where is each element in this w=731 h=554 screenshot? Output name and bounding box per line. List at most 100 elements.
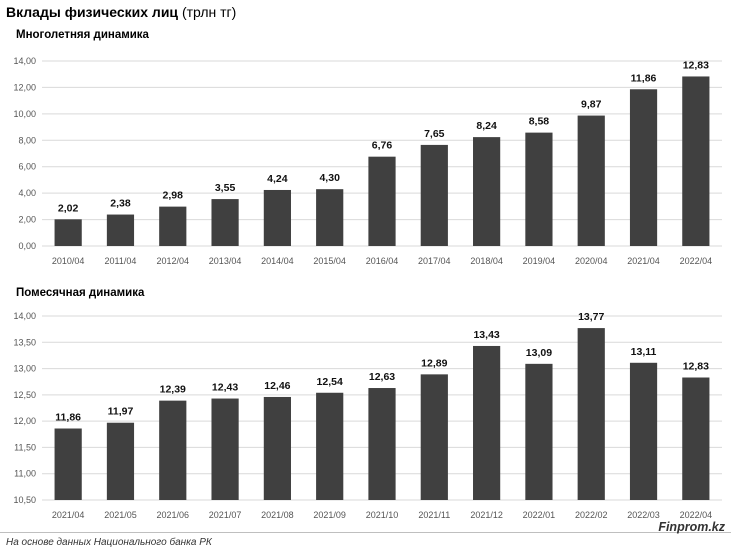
x-tick-label: 2017/04 [418,256,451,266]
data-label: 12,63 [369,371,395,383]
bar [159,400,187,500]
bar [106,422,135,500]
bar [54,428,82,500]
subtitle-long-term: Многолетняя динамика [16,29,149,41]
data-label: 2,38 [110,198,131,210]
data-label: 8,58 [529,116,550,128]
y-tick-label: 0,00 [18,241,36,251]
data-label: 12,43 [212,382,238,394]
data-label: 2,98 [163,190,184,202]
x-tick-label: 2021/05 [104,510,137,520]
bar [211,398,239,500]
y-tick-label: 13,00 [13,364,36,374]
bar [316,189,344,246]
bar [420,144,448,246]
data-label: 12,83 [683,361,709,373]
data-label: 12,39 [160,384,186,396]
y-tick-label: 8,00 [18,135,36,145]
subtitle-monthly: Помесячная динамика [16,287,145,299]
data-label: 9,87 [581,99,602,111]
bar [316,392,344,500]
y-tick-label: 6,00 [18,162,36,172]
data-label: 3,55 [215,182,236,194]
x-tick-label: 2021/12 [470,510,503,520]
x-tick-label: 2021/09 [313,510,346,520]
x-tick-label: 2022/01 [523,510,556,520]
title-bold: Вклады физических лиц [6,4,179,20]
y-tick-label: 14,00 [13,311,36,321]
chart-title: Вклады физических лиц (трлн тг) [6,4,236,20]
data-label: 13,11 [631,346,657,358]
x-tick-label: 2021/04 [52,510,85,520]
bar [263,189,291,246]
y-tick-label: 12,00 [13,416,36,426]
data-label: 8,24 [476,120,497,132]
data-label: 12,83 [683,59,709,71]
x-tick-label: 2022/02 [575,510,608,520]
x-tick-label: 2021/11 [418,510,450,520]
bar [525,132,553,246]
data-label: 11,86 [55,412,81,424]
footer-divider [0,532,731,533]
y-tick-label: 4,00 [18,188,36,198]
bar [106,214,135,246]
data-label: 12,54 [317,376,343,388]
bar [473,345,501,500]
bar [159,206,187,246]
x-tick-label: 2016/04 [366,256,399,266]
y-tick-label: 12,50 [13,390,36,400]
bar [577,115,605,246]
data-label: 6,76 [372,140,393,152]
bar [368,388,396,500]
x-tick-label: 2010/04 [52,256,85,266]
x-tick-label: 2021/08 [261,510,294,520]
data-label: 4,30 [319,172,340,184]
x-tick-label: 2018/04 [470,256,503,266]
y-tick-label: 11,50 [14,442,36,452]
data-label: 12,89 [421,357,447,369]
bar [54,219,82,246]
brand-logo-text[interactable]: Finprom.kz [658,520,725,534]
bar [420,374,448,500]
x-tick-label: 2021/07 [209,510,242,520]
bar [577,328,605,500]
x-tick-label: 2021/10 [366,510,399,520]
y-tick-label: 10,00 [13,109,36,119]
data-label: 13,09 [526,347,552,359]
x-tick-label: 2022/04 [680,256,713,266]
bar [629,89,658,247]
data-label: 11,86 [631,72,657,84]
x-tick-label: 2021/06 [156,510,189,520]
data-label: 11,97 [108,406,134,418]
x-tick-label: 2020/04 [575,256,608,266]
data-label: 4,24 [267,173,288,185]
bar [525,363,553,500]
bar [211,199,239,246]
bar [473,137,501,246]
x-tick-label: 2022/03 [627,510,660,520]
y-tick-label: 13,50 [13,337,36,347]
data-label: 7,65 [424,128,445,140]
x-tick-label: 2011/04 [105,256,137,266]
x-tick-label: 2021/04 [627,256,660,266]
y-tick-label: 10,50 [13,495,36,505]
y-tick-label: 14,00 [13,56,36,66]
y-tick-label: 2,00 [18,215,36,225]
bar [263,396,291,500]
data-label: 13,77 [578,311,604,323]
bar [368,156,396,246]
bar [682,377,710,500]
chart-long-term: 0,00 2,00 4,00 6,00 8,00 10,00 12,00 14,00 2,02 2… [13,56,722,266]
x-tick-label: 2015/04 [313,256,346,266]
chart-monthly: 10,50 11,00 11,50 12,00 12,50 13,00 13,50 14,00… [13,311,722,520]
bar [682,76,710,246]
x-tick-label: 2022/04 [680,510,713,520]
data-label: 12,46 [264,380,290,392]
source-note: На основе данных Национального банка РК [6,537,212,548]
y-tick-label: 12,00 [13,82,36,92]
title-unit: (трлн тг) [181,4,237,20]
bar [629,362,658,500]
x-tick-label: 2019/04 [523,256,556,266]
x-tick-label: 2014/04 [261,256,294,266]
x-tick-label: 2012/04 [156,256,189,266]
